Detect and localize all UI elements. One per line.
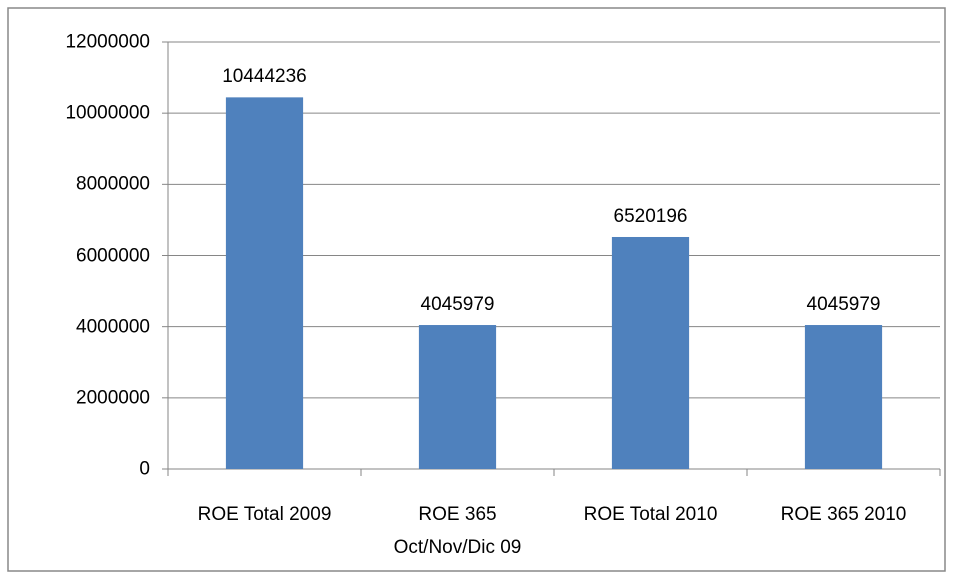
- x-tick-label: ROE 365 2010: [780, 504, 907, 525]
- data-label: 4045979: [420, 294, 495, 316]
- y-tick-label: 0: [139, 458, 150, 480]
- y-tick-label: 10000000: [65, 102, 150, 124]
- data-label: 6520196: [613, 205, 688, 227]
- bar: [225, 97, 304, 470]
- data-label: 10444236: [222, 66, 307, 88]
- y-tick-label: 4000000: [76, 316, 150, 338]
- x-tick-label: ROE Total 2010: [583, 504, 718, 525]
- y-tick-label: 2000000: [76, 387, 150, 409]
- y-tick-label: 8000000: [76, 173, 150, 195]
- x-tick-label: ROE Total 2009: [197, 504, 332, 525]
- chart-border: [7, 7, 946, 572]
- bar: [804, 325, 883, 469]
- y-tick-label: 12000000: [65, 31, 150, 53]
- y-tick-label: 6000000: [76, 245, 150, 266]
- bar: [611, 236, 690, 469]
- data-label: 4045979: [806, 294, 881, 316]
- bar: [418, 325, 497, 469]
- x-tick-label: ROE 365 Oct/Nov/Dic 09: [393, 504, 522, 558]
